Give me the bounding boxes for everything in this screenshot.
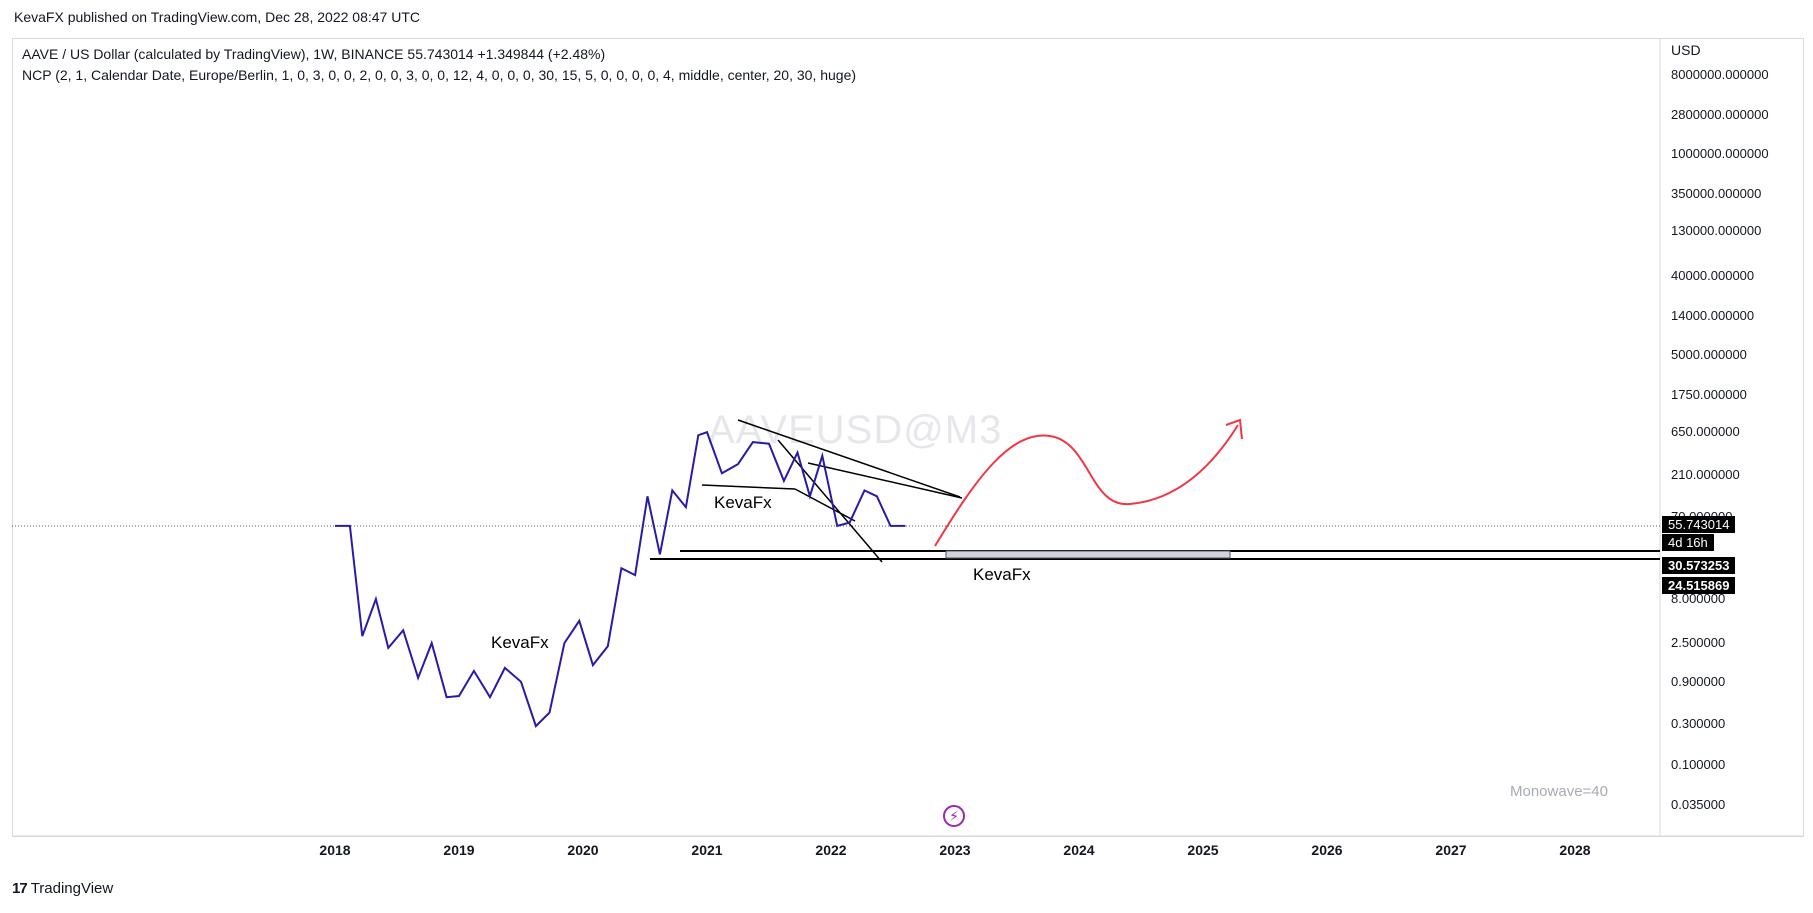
legend-symbol-line[interactable]: AAVE / US Dollar (calculated by TradingV… — [22, 46, 606, 62]
chart-legend: AAVE / US Dollar (calculated by TradingV… — [22, 44, 856, 86]
price-axis-tick-label: 0.300000 — [1671, 715, 1726, 731]
footer-brand[interactable]: 17 TradingView — [12, 880, 113, 897]
wedge-lower-line — [777, 439, 883, 563]
annotation-kevafx: KevaFx — [491, 633, 549, 652]
tradingview-logo-icon: 17 — [12, 880, 28, 897]
price-axis-tick-label: 2.500000 — [1671, 635, 1726, 651]
projection-arrow-curve — [934, 424, 1239, 547]
flag-base-line — [701, 484, 796, 490]
time-axis-tick-label: 2024 — [1063, 842, 1095, 858]
price-axis-tick-label: 0.900000 — [1671, 673, 1726, 689]
time-axis-tick-label: 2020 — [567, 842, 599, 858]
price-axis-tick-label: 40000.000000 — [1671, 267, 1755, 283]
price-axis-tick-label: 1750.000000 — [1671, 386, 1747, 402]
time-axis-tick-label: 2028 — [1559, 842, 1591, 858]
time-axis-tick-label: 2019 — [443, 842, 475, 858]
footer-brand-text: TradingView — [30, 880, 114, 897]
price-axis-tick-label: 14000.000000 — [1671, 307, 1755, 323]
price-axis-tick-label: 8000000.000000 — [1671, 67, 1769, 82]
triangle-upper-line — [807, 462, 963, 499]
publisher-line: KevaFX published on TradingView.com, Dec… — [14, 9, 420, 25]
price-axis-tick-label: 5000.000000 — [1671, 346, 1747, 362]
time-axis-tick-label: 2018 — [319, 842, 351, 858]
wedge-upper-line — [737, 419, 961, 498]
last-price-tag: 55.743014 — [1662, 516, 1736, 533]
price-axis-tick-label: 130000.000000 — [1671, 223, 1762, 239]
price-axis-tick-label: 350000.000000 — [1671, 185, 1762, 201]
time-axis-tick-label: 2027 — [1435, 842, 1467, 858]
bar-countdown-tag: 4d 16h — [1662, 534, 1714, 551]
price-axis-tick-label: 0.035000 — [1671, 797, 1726, 812]
legend-indicator-line[interactable]: NCP (2, 1, Calendar Date, Europe/Berlin,… — [22, 67, 857, 83]
series-line-aave — [335, 430, 906, 728]
projection-arrow-head — [1225, 418, 1243, 440]
price-axis-tick-label: 2800000.000000 — [1671, 106, 1769, 122]
time-axis-tick-label: 2023 — [939, 842, 971, 858]
time-axis-tick-label: 2025 — [1187, 842, 1219, 858]
level-upper-tag: 30.573253 — [1662, 557, 1736, 574]
price-axis-tick-label: 1000000.000000 — [1671, 145, 1769, 161]
price-axis-tick-label: 0.100000 — [1671, 757, 1726, 773]
price-axis-tick-label: 8.000000 — [1671, 590, 1726, 606]
price-axis-title: USD — [1671, 42, 1701, 58]
time-axis-tick-label: 2022 — [815, 842, 847, 858]
lightning-icon[interactable]: ⚡ — [943, 805, 965, 827]
annotation-kevafx: KevaFx — [714, 493, 772, 512]
triangle-lower-line — [794, 488, 856, 522]
price-axis-tick-label: 650.000000 — [1671, 424, 1740, 440]
time-axis-tick-label: 2026 — [1311, 842, 1343, 858]
annotation-kevafx: KevaFx — [973, 565, 1031, 584]
price-axis-tick-label: 210.000000 — [1671, 467, 1740, 483]
symbol-watermark: AAVEUSD@M3 — [708, 408, 1003, 452]
level-lower-tag: 24.515869 — [1662, 577, 1736, 594]
monowave-label: Monowave=40 — [1510, 783, 1608, 800]
support-zone — [945, 550, 1231, 559]
time-axis-tick-label: 2021 — [691, 842, 723, 858]
